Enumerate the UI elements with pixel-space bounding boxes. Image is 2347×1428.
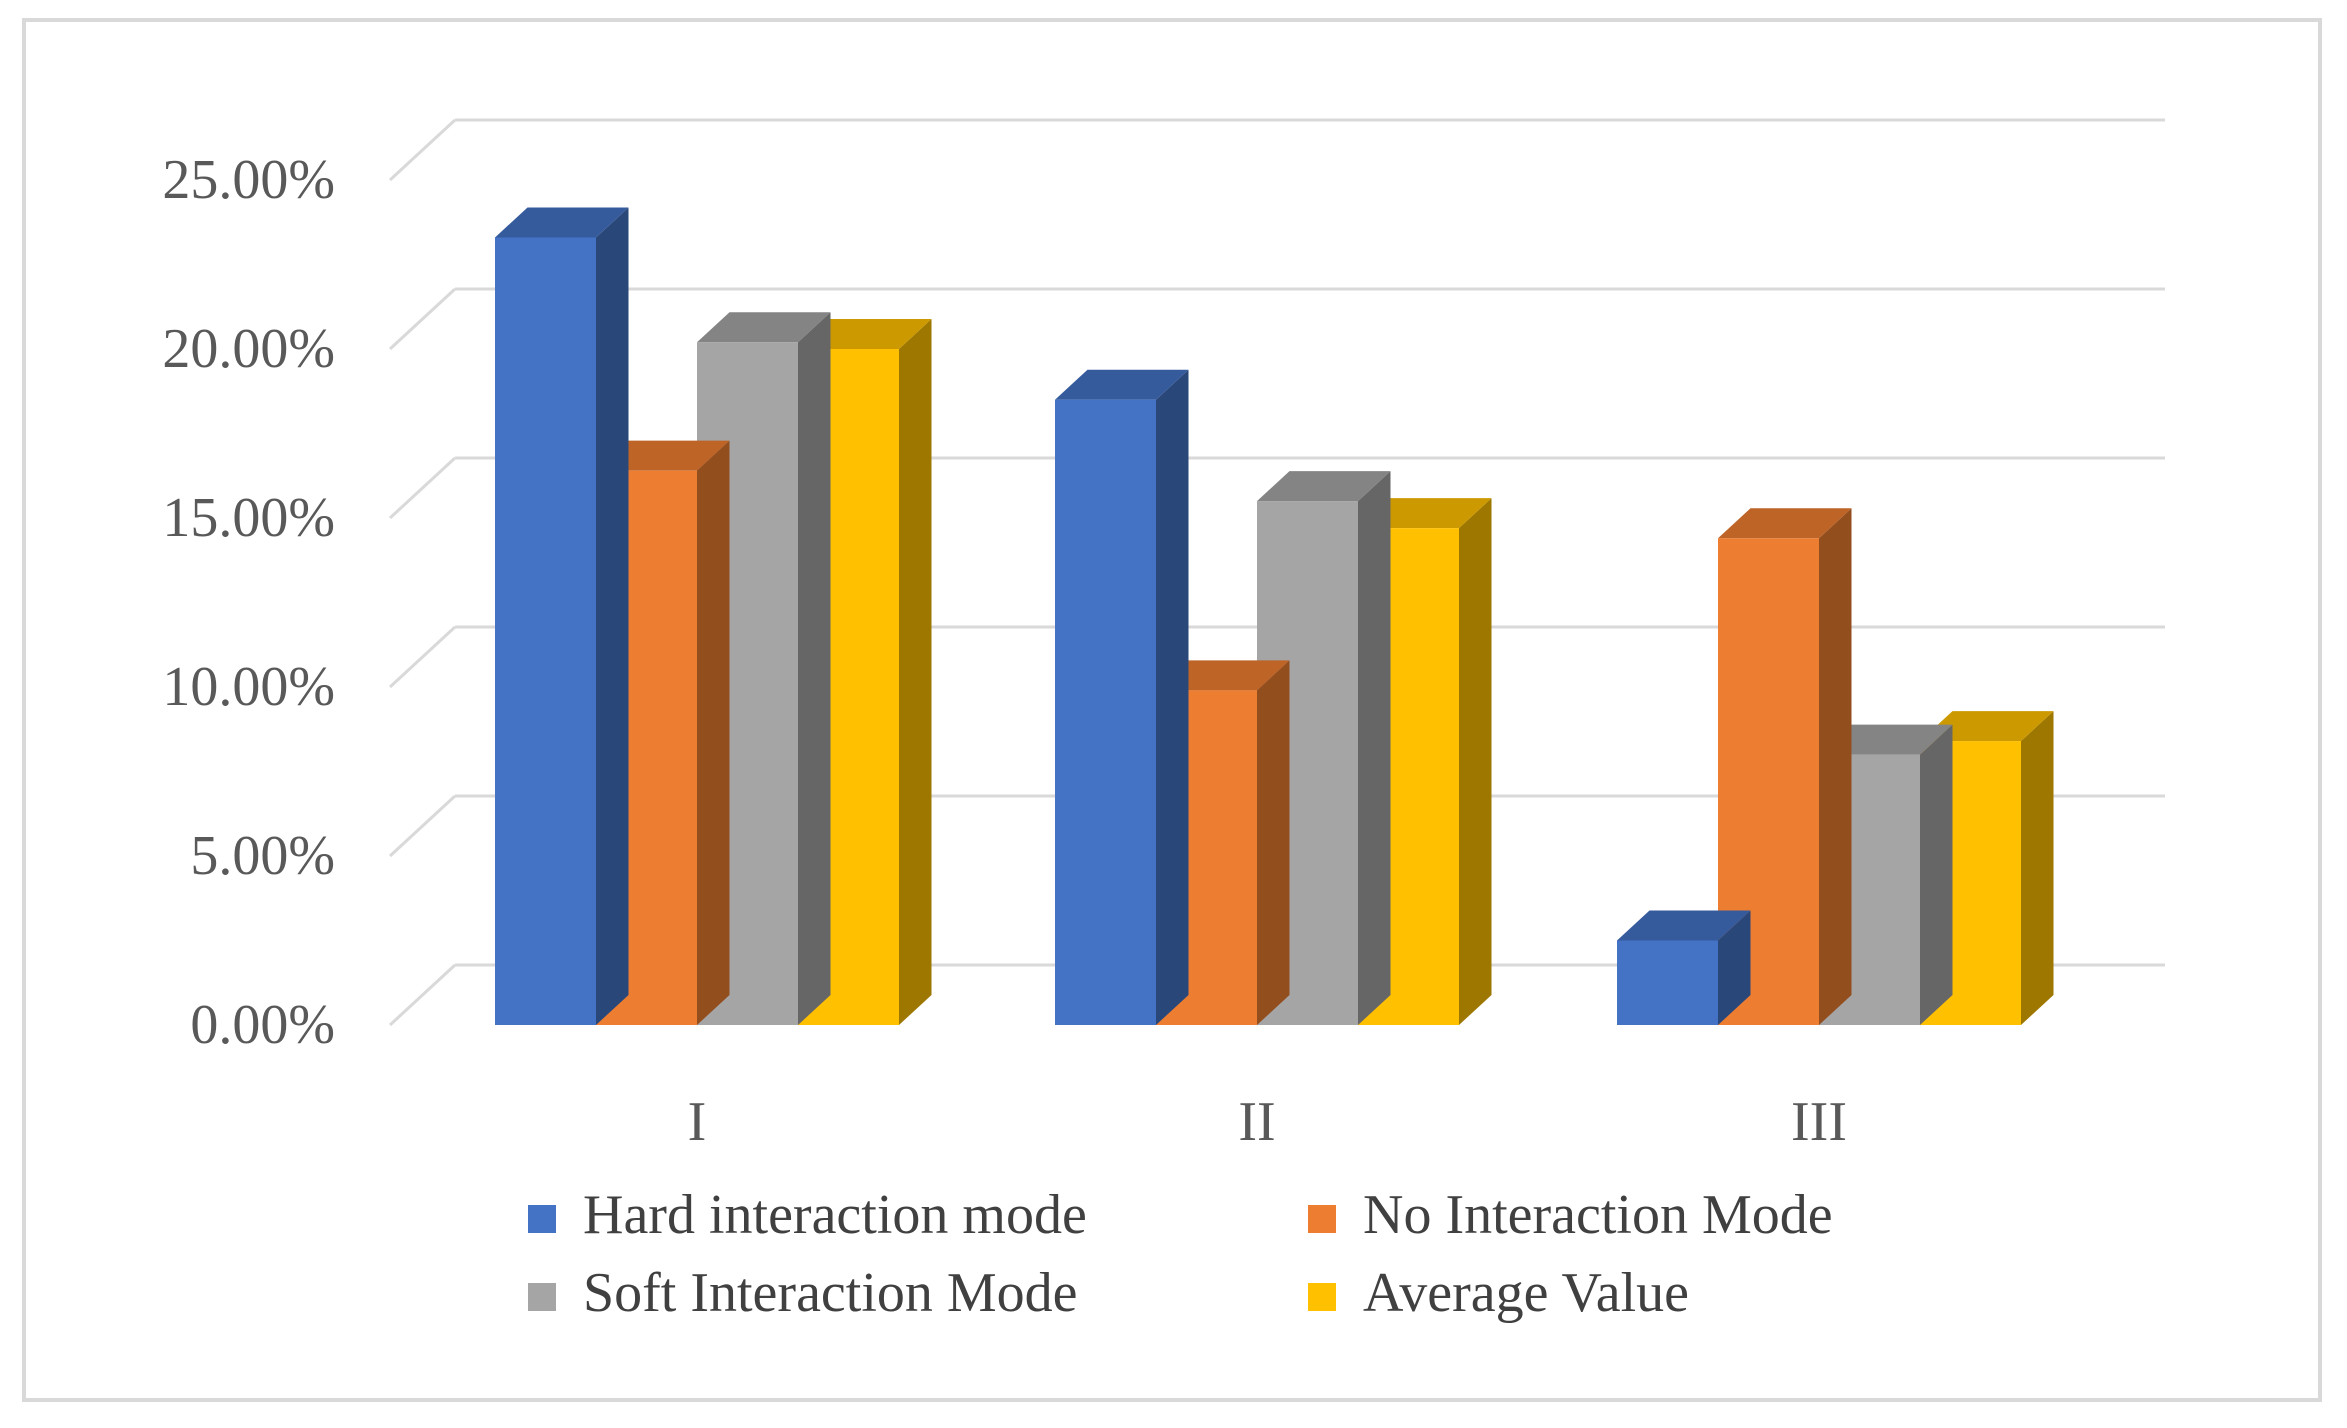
- legend-item: Soft Interaction Mode: [528, 1262, 1078, 1324]
- legend-item: No Interaction Mode: [1308, 1184, 1833, 1246]
- bar-front: [1055, 399, 1156, 1025]
- bar-side: [697, 440, 730, 1025]
- legend: Hard interaction mode No Interaction Mode…: [528, 1184, 1833, 1324]
- bar-side: [2021, 711, 2054, 1025]
- bar-side: [1718, 910, 1751, 1025]
- gridline-diagonal: [388, 625, 457, 689]
- bar-top: [1920, 711, 2054, 742]
- legend-item: Hard interaction mode: [528, 1184, 1087, 1246]
- y-tick-label: 15.00%: [162, 487, 335, 549]
- bar-top: [697, 312, 831, 343]
- bar-side: [596, 207, 629, 1025]
- x-tick-label: I: [688, 1091, 707, 1153]
- y-tick-label: 10.00%: [162, 656, 335, 718]
- x-tick-label: III: [1791, 1091, 1847, 1153]
- bar-top: [1819, 724, 1953, 755]
- bar-side: [1358, 471, 1391, 1026]
- bar-top: [1055, 369, 1189, 400]
- bar-side: [1156, 369, 1189, 1025]
- bar-top: [495, 207, 629, 238]
- bar: [1055, 369, 1189, 1025]
- gridline-diagonal: [388, 287, 457, 351]
- bar-side: [1819, 508, 1852, 1025]
- legend-swatch: [528, 1205, 556, 1233]
- y-tick-label: 5.00%: [190, 825, 335, 887]
- y-tick-label: 0.00%: [190, 994, 335, 1056]
- gridline-diagonal: [388, 456, 457, 520]
- gridline-diagonal: [388, 794, 457, 858]
- bar-top: [798, 319, 932, 349]
- legend-item: Average Value: [1308, 1262, 1689, 1324]
- legend-label: No Interaction Mode: [1363, 1184, 1833, 1246]
- x-axis-ticks: I II III: [688, 1091, 1847, 1153]
- legend-label: Soft Interaction Mode: [583, 1262, 1078, 1324]
- x-tick-label: II: [1238, 1091, 1275, 1153]
- bar-side: [899, 319, 932, 1025]
- legend-swatch: [1308, 1205, 1336, 1233]
- bar-side: [798, 312, 831, 1025]
- bar-top: [1156, 660, 1290, 691]
- bar-side: [1459, 498, 1492, 1025]
- bar: [495, 207, 629, 1025]
- bar-top: [1257, 471, 1391, 502]
- bar-side: [1257, 660, 1290, 1025]
- legend-label: Average Value: [1363, 1262, 1689, 1324]
- bar-front: [495, 237, 596, 1025]
- bars: [495, 207, 2054, 1026]
- bar: [1617, 910, 1751, 1025]
- bar-front: [1617, 940, 1718, 1025]
- legend-swatch: [1308, 1283, 1336, 1311]
- gridline-diagonal: [388, 963, 457, 1027]
- y-tick-label: 25.00%: [162, 149, 335, 211]
- bar-side: [1920, 724, 1953, 1025]
- legend-swatch: [528, 1283, 556, 1311]
- gridline-diagonal: [388, 118, 457, 182]
- bar-top: [596, 440, 730, 471]
- legend-label: Hard interaction mode: [583, 1184, 1087, 1246]
- y-tick-label: 20.00%: [162, 318, 335, 380]
- bar-top: [1358, 498, 1492, 529]
- bar-top: [1617, 910, 1751, 941]
- bar-top: [1718, 508, 1852, 539]
- y-axis-ticks: 0.00% 5.00% 10.00% 15.00% 20.00% 25.00%: [162, 149, 335, 1056]
